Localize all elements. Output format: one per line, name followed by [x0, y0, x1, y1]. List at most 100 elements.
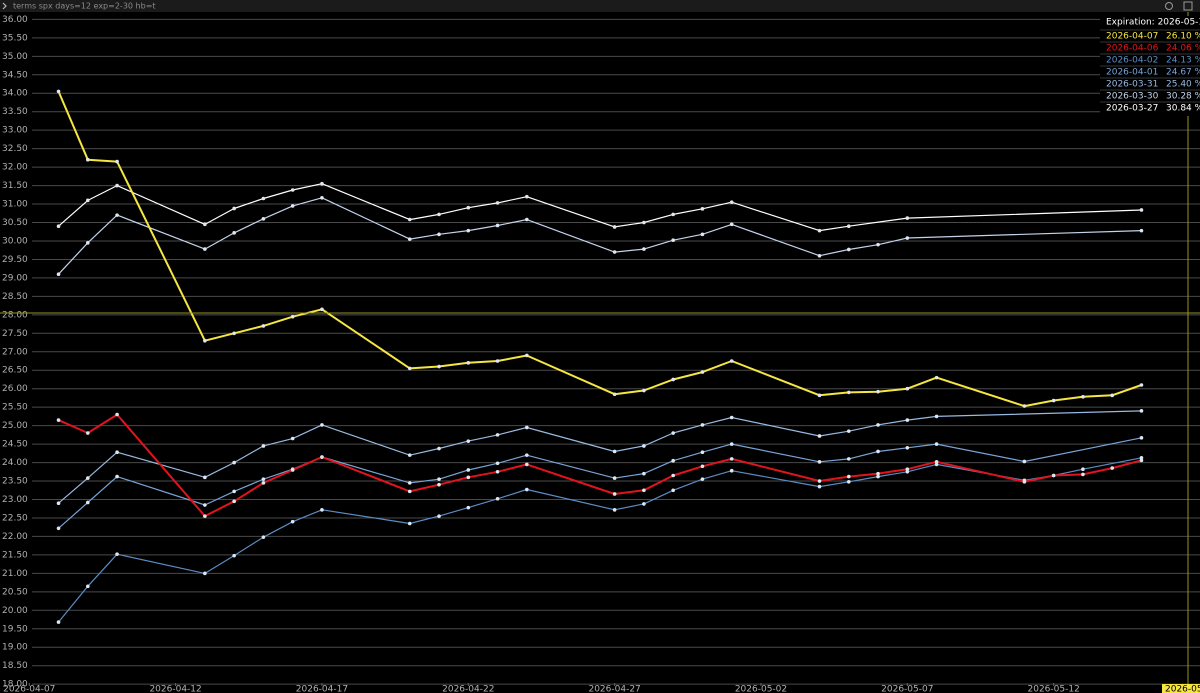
legend-name: 2026-03-31: [1106, 80, 1158, 90]
data-point: [642, 502, 646, 506]
y-tick-label: 27.50: [2, 329, 28, 339]
data-point: [290, 468, 295, 472]
data-point: [1139, 458, 1144, 463]
data-point: [437, 232, 441, 237]
window-icon[interactable]: [1183, 1, 1193, 11]
data-point: [905, 418, 910, 422]
data-point: [1139, 436, 1144, 440]
data-point: [261, 324, 266, 328]
data-point: [525, 487, 529, 492]
data-point: [495, 359, 500, 363]
data-point: [905, 467, 910, 472]
data-point: [466, 468, 471, 472]
data-point: [203, 222, 207, 227]
data-point: [700, 232, 705, 237]
data-point: [612, 449, 617, 454]
data-point: [495, 223, 500, 228]
data-point: [934, 375, 939, 380]
plot: [56, 89, 1144, 624]
data-point: [1022, 479, 1027, 484]
data-point: [203, 571, 207, 576]
data-point: [817, 393, 822, 398]
legend: Expiration: 2026-05-15 2026-04-07 26.10 %…: [1100, 16, 1200, 116]
y-tick-label: 18.00: [2, 680, 28, 690]
data-point: [934, 414, 939, 419]
y-tick-label: 32.50: [2, 144, 28, 154]
y-tick-label: 24.00: [2, 458, 28, 468]
data-point: [495, 496, 500, 501]
data-point: [876, 471, 880, 476]
data-point: [437, 446, 441, 451]
y-tick-label: 35.50: [2, 33, 28, 43]
y-tick-label: 32.00: [2, 163, 28, 173]
data-point: [407, 366, 412, 371]
data-point: [86, 476, 90, 480]
series-line: [58, 410, 1142, 504]
data-point: [203, 475, 207, 480]
data-point: [86, 241, 90, 245]
data-point: [1022, 459, 1027, 464]
legend-name: 2026-04-02: [1106, 56, 1158, 66]
data-point: [905, 236, 910, 240]
y-tick-label: 28.50: [2, 292, 28, 302]
data-point: [1110, 393, 1114, 398]
data-point: [934, 462, 939, 467]
data-point: [671, 488, 675, 493]
data-point: [642, 220, 646, 225]
data-point: [729, 415, 734, 420]
data-point: [261, 481, 266, 485]
data-point: [232, 331, 236, 336]
data-point: [846, 457, 851, 461]
y-tick-label: 26.00: [2, 384, 28, 394]
cursor-label: 2026-05-15: [1165, 685, 1200, 693]
data-point: [1081, 472, 1085, 477]
series-line: [58, 413, 1142, 518]
data-point: [290, 188, 295, 192]
data-point: [905, 445, 910, 450]
y-tick-label: 31.00: [2, 200, 28, 210]
legend-name: 2026-04-01: [1106, 68, 1158, 78]
y-tick-label: 23.50: [2, 477, 28, 487]
legend-value: 30.84 %: [1166, 104, 1200, 114]
data-point: [232, 489, 236, 494]
data-point: [1139, 208, 1144, 212]
data-point: [642, 444, 646, 448]
data-point: [612, 392, 617, 397]
y-tick-label: 26.50: [2, 366, 28, 376]
data-point: [846, 224, 851, 229]
data-point: [232, 206, 236, 211]
data-point: [495, 433, 500, 437]
settings-icon[interactable]: [1165, 2, 1173, 10]
data-point: [261, 217, 266, 221]
data-point: [290, 436, 295, 441]
data-point: [642, 488, 646, 493]
data-point: [495, 201, 500, 205]
data-point: [320, 508, 324, 512]
legend-value: 24.06 %: [1166, 44, 1200, 54]
data-point: [466, 439, 471, 443]
expand-chevron[interactable]: [2, 2, 7, 10]
data-point: [1139, 383, 1144, 387]
data-point: [261, 477, 266, 481]
y-tick-label: 25.50: [2, 403, 28, 413]
legend-name: 2026-04-07: [1106, 32, 1158, 42]
y-tick-label: 19.50: [2, 624, 28, 634]
data-point: [437, 364, 441, 369]
data-point: [729, 200, 734, 204]
legend-name: 2026-04-06: [1106, 44, 1159, 54]
data-point: [290, 519, 295, 524]
data-point: [56, 526, 61, 531]
data-point: [466, 505, 471, 510]
y-tick-label: 27.00: [2, 347, 28, 357]
data-point: [56, 418, 61, 422]
y-tick-label: 23.00: [2, 495, 28, 505]
legend-value: 26.10 %: [1166, 32, 1200, 42]
x-tick-label: 2026-04-27: [588, 685, 640, 693]
cursor-label-box: [1162, 684, 1200, 693]
y-tick-label: 33.50: [2, 107, 28, 117]
y-tick-label: 33.00: [2, 126, 28, 136]
legend-name: 2026-03-27: [1106, 104, 1158, 114]
data-point: [407, 217, 412, 222]
data-point: [115, 183, 119, 188]
